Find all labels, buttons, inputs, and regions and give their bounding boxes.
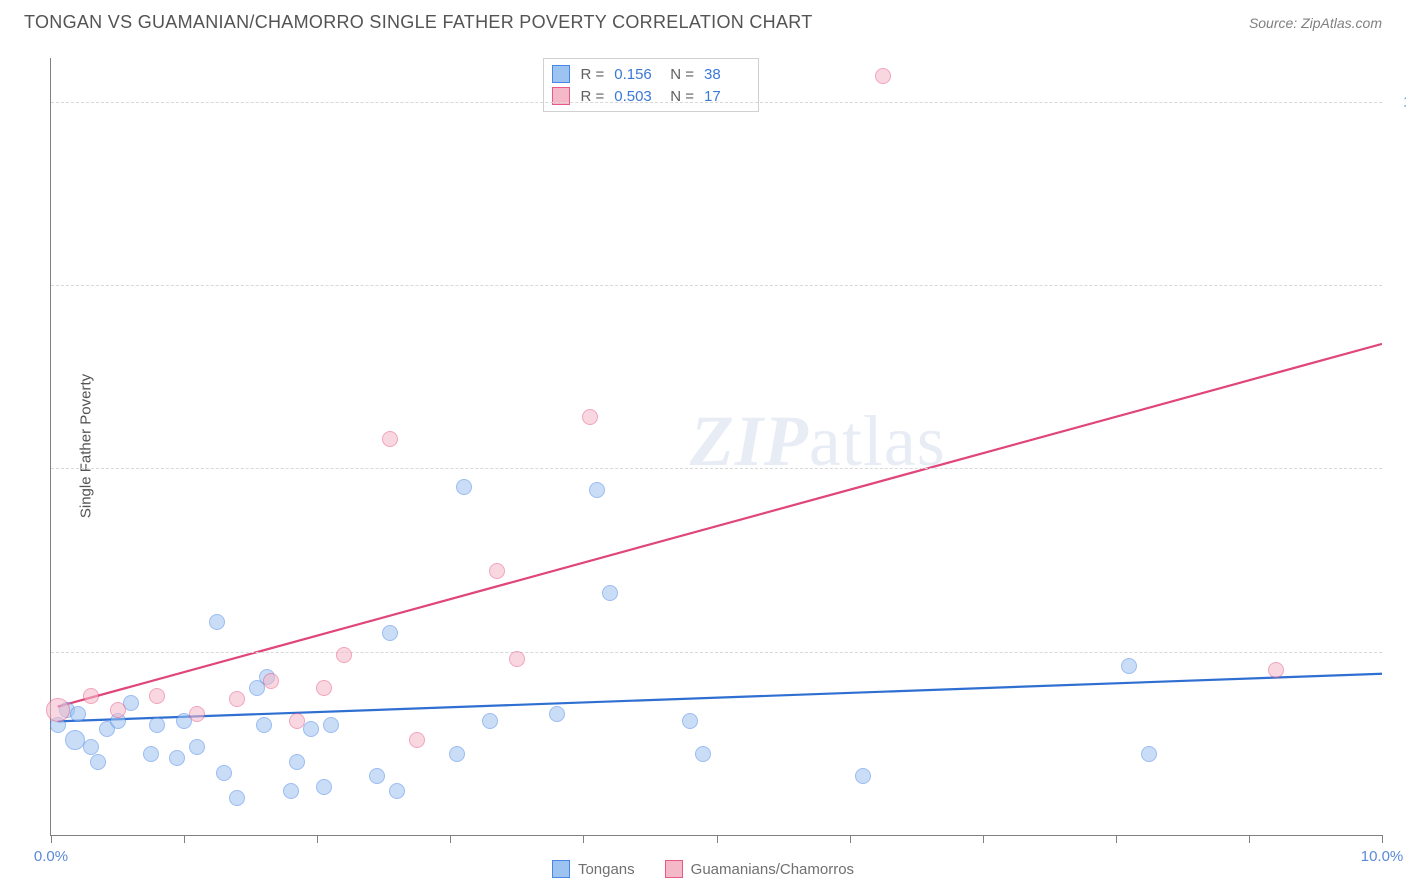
r-label: R = <box>580 66 604 83</box>
data-point <box>695 746 711 762</box>
legend-swatch <box>665 860 683 878</box>
data-point <box>1121 658 1137 674</box>
data-point <box>83 739 99 755</box>
chart-header: TONGAN VS GUAMANIAN/CHAMORRO SINGLE FATH… <box>0 0 1406 41</box>
data-point <box>316 779 332 795</box>
data-point <box>582 409 598 425</box>
chart-title: TONGAN VS GUAMANIAN/CHAMORRO SINGLE FATH… <box>24 12 813 33</box>
legend-swatch <box>552 65 570 83</box>
data-point <box>289 754 305 770</box>
x-tick <box>1382 835 1383 843</box>
data-point <box>549 706 565 722</box>
x-tick <box>850 835 851 843</box>
data-point <box>289 713 305 729</box>
source-attribution: Source: ZipAtlas.com <box>1249 15 1382 31</box>
data-point <box>189 739 205 755</box>
x-tick <box>1249 835 1250 843</box>
x-tick <box>717 835 718 843</box>
data-point <box>46 698 70 722</box>
data-point <box>316 680 332 696</box>
legend-swatch <box>552 860 570 878</box>
r-value: 0.156 <box>614 66 660 83</box>
legend-item: Tongans <box>552 860 635 878</box>
data-point <box>489 563 505 579</box>
stats-row: R = 0.156 N = 38 <box>552 63 750 85</box>
data-point <box>1268 662 1284 678</box>
y-tick-label: 100.0% <box>1390 93 1406 110</box>
watermark: ZIPatlas <box>690 400 946 483</box>
data-point <box>1141 746 1157 762</box>
grid-line <box>51 468 1382 469</box>
legend-label: Guamanians/Chamorros <box>691 861 854 878</box>
y-tick-label: 25.0% <box>1390 643 1406 660</box>
data-point <box>149 688 165 704</box>
data-point <box>409 732 425 748</box>
data-point <box>209 614 225 630</box>
data-point <box>389 783 405 799</box>
trend-lines <box>51 58 1382 835</box>
x-tick <box>317 835 318 843</box>
data-point <box>509 651 525 667</box>
grid-line <box>51 102 1382 103</box>
stats-row: R =0.503N =17 <box>552 85 750 107</box>
data-point <box>369 768 385 784</box>
data-point <box>589 482 605 498</box>
legend-label: Tongans <box>578 861 635 878</box>
data-point <box>855 768 871 784</box>
data-point <box>482 713 498 729</box>
x-tick <box>51 835 52 843</box>
data-point <box>169 750 185 766</box>
data-point <box>382 625 398 641</box>
data-point <box>875 68 891 84</box>
x-tick <box>1116 835 1117 843</box>
data-point <box>263 673 279 689</box>
n-label: N = <box>670 66 694 83</box>
x-tick <box>184 835 185 843</box>
y-tick-label: 75.0% <box>1390 277 1406 294</box>
data-point <box>449 746 465 762</box>
data-point <box>83 688 99 704</box>
data-point <box>456 479 472 495</box>
grid-line <box>51 652 1382 653</box>
legend-item: Guamanians/Chamorros <box>665 860 854 878</box>
bottom-legend: Tongans Guamanians/Chamorros <box>0 860 1406 878</box>
x-tick <box>983 835 984 843</box>
data-point <box>682 713 698 729</box>
data-point <box>256 717 272 733</box>
x-tick <box>583 835 584 843</box>
y-tick-label: 50.0% <box>1390 460 1406 477</box>
data-point <box>189 706 205 722</box>
x-tick <box>450 835 451 843</box>
data-point <box>216 765 232 781</box>
data-point <box>90 754 106 770</box>
n-value: 38 <box>704 66 750 83</box>
data-point <box>382 431 398 447</box>
data-point <box>229 790 245 806</box>
data-point <box>602 585 618 601</box>
correlation-stats-box: R = 0.156 N = 38 R =0.503N =17 <box>543 58 759 112</box>
data-point <box>336 647 352 663</box>
data-point <box>70 706 86 722</box>
data-point <box>323 717 339 733</box>
data-point <box>149 717 165 733</box>
data-point <box>143 746 159 762</box>
grid-line <box>51 285 1382 286</box>
data-point <box>283 783 299 799</box>
scatter-chart: ZIPatlas R =0.156N =38R =0.503N =17 25.0… <box>50 58 1382 836</box>
data-point <box>110 702 126 718</box>
data-point <box>229 691 245 707</box>
